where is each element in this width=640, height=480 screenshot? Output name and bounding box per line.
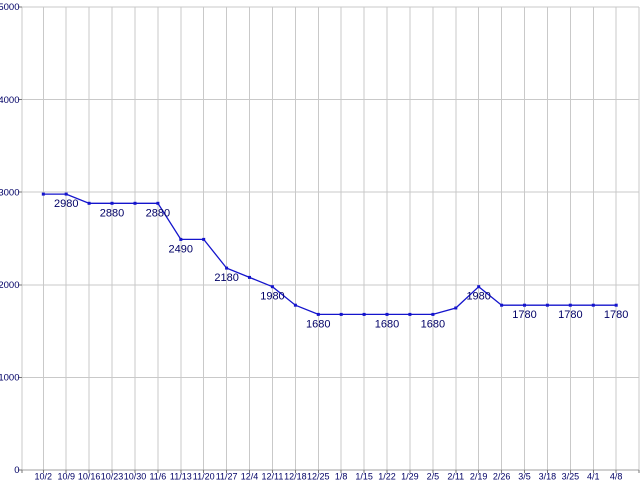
label: 4000 <box>0 95 20 106</box>
label: 1000 <box>0 373 20 384</box>
data-point-marker <box>523 303 526 307</box>
label: 2/26 <box>493 472 511 480</box>
label: 11/20 <box>193 472 215 480</box>
label: 10/23 <box>101 472 124 480</box>
price-line-path <box>43 193 617 316</box>
label: 2880 <box>146 207 170 219</box>
data-point-marker <box>477 285 481 289</box>
label: 3/5 <box>518 472 531 480</box>
price-labels: 2980 2880 2880 2490 2180 1980 1680 1680 1680 1980… <box>54 198 628 330</box>
label: 1680 <box>421 318 445 330</box>
label: 2/11 <box>447 472 464 480</box>
label: 1780 <box>604 309 628 321</box>
label: 1/15 <box>355 472 373 480</box>
label: 10/30 <box>124 472 147 480</box>
label: 5000 <box>0 2 20 13</box>
data-point-marker <box>362 312 366 316</box>
data-point-marker <box>385 312 389 316</box>
data-point-marker <box>225 266 229 270</box>
data-point-marker <box>316 312 320 316</box>
label: 3/25 <box>562 472 580 480</box>
x-axis-labels: 10/2 10/9 10/16 10/23 10/30 11/6 11/13 11/20 11/… <box>35 472 623 480</box>
label: 11/27 <box>216 472 238 480</box>
data-point-marker <box>545 303 549 307</box>
axis-ticks <box>18 6 640 474</box>
label: 3/18 <box>539 472 557 480</box>
label: 12/18 <box>284 472 307 480</box>
label: 3000 <box>0 187 20 198</box>
data-point-marker <box>454 306 458 310</box>
label: 2/19 <box>470 472 488 480</box>
label: 2/5 <box>427 472 440 480</box>
label: 12/11 <box>262 472 284 480</box>
data-point-marker <box>41 192 45 196</box>
label: 2000 <box>0 280 20 291</box>
data-point-marker <box>248 275 251 279</box>
price-line <box>43 193 617 316</box>
data-point-marker <box>87 201 91 205</box>
label: 1/22 <box>378 472 396 480</box>
data-point-marker <box>202 237 206 241</box>
data-point-marker <box>64 192 68 196</box>
data-point-marker <box>339 312 343 316</box>
label: 1/8 <box>335 472 348 480</box>
label: 10/16 <box>78 472 101 480</box>
data-point-markers <box>41 192 618 316</box>
label: 1980 <box>260 291 284 303</box>
label: 1780 <box>512 309 536 321</box>
label: 11/13 <box>170 472 192 480</box>
label: 1/29 <box>401 472 419 480</box>
label: 12/25 <box>307 472 330 480</box>
label: 2180 <box>214 272 238 284</box>
data-point-marker <box>568 303 572 307</box>
data-point-marker <box>156 201 160 205</box>
data-point-marker <box>500 303 504 307</box>
data-point-marker <box>110 201 114 205</box>
data-point-marker <box>270 285 274 289</box>
label: 10/2 <box>35 472 53 480</box>
label: 4/8 <box>610 472 623 480</box>
data-point-marker <box>133 201 137 205</box>
label: 4/1 <box>587 472 600 480</box>
data-point-marker <box>293 303 297 307</box>
label: 2980 <box>54 198 78 210</box>
data-point-marker <box>591 303 595 307</box>
label: 0 <box>14 465 19 476</box>
data-point-marker <box>179 237 183 241</box>
label: 1780 <box>558 309 582 321</box>
data-point-marker <box>431 312 435 316</box>
y-axis-labels: 0 1000 2000 3000 4000 5000 <box>0 2 20 476</box>
data-point-marker <box>614 303 618 307</box>
label: 10/9 <box>57 472 75 480</box>
data-point-marker <box>408 312 412 316</box>
label: 11/6 <box>149 472 166 480</box>
label: 2490 <box>169 243 193 255</box>
label: 12/4 <box>241 472 259 480</box>
label: 1980 <box>466 291 490 303</box>
label: 1680 <box>306 318 330 330</box>
label: 1680 <box>375 318 399 330</box>
label: 2880 <box>100 207 124 219</box>
